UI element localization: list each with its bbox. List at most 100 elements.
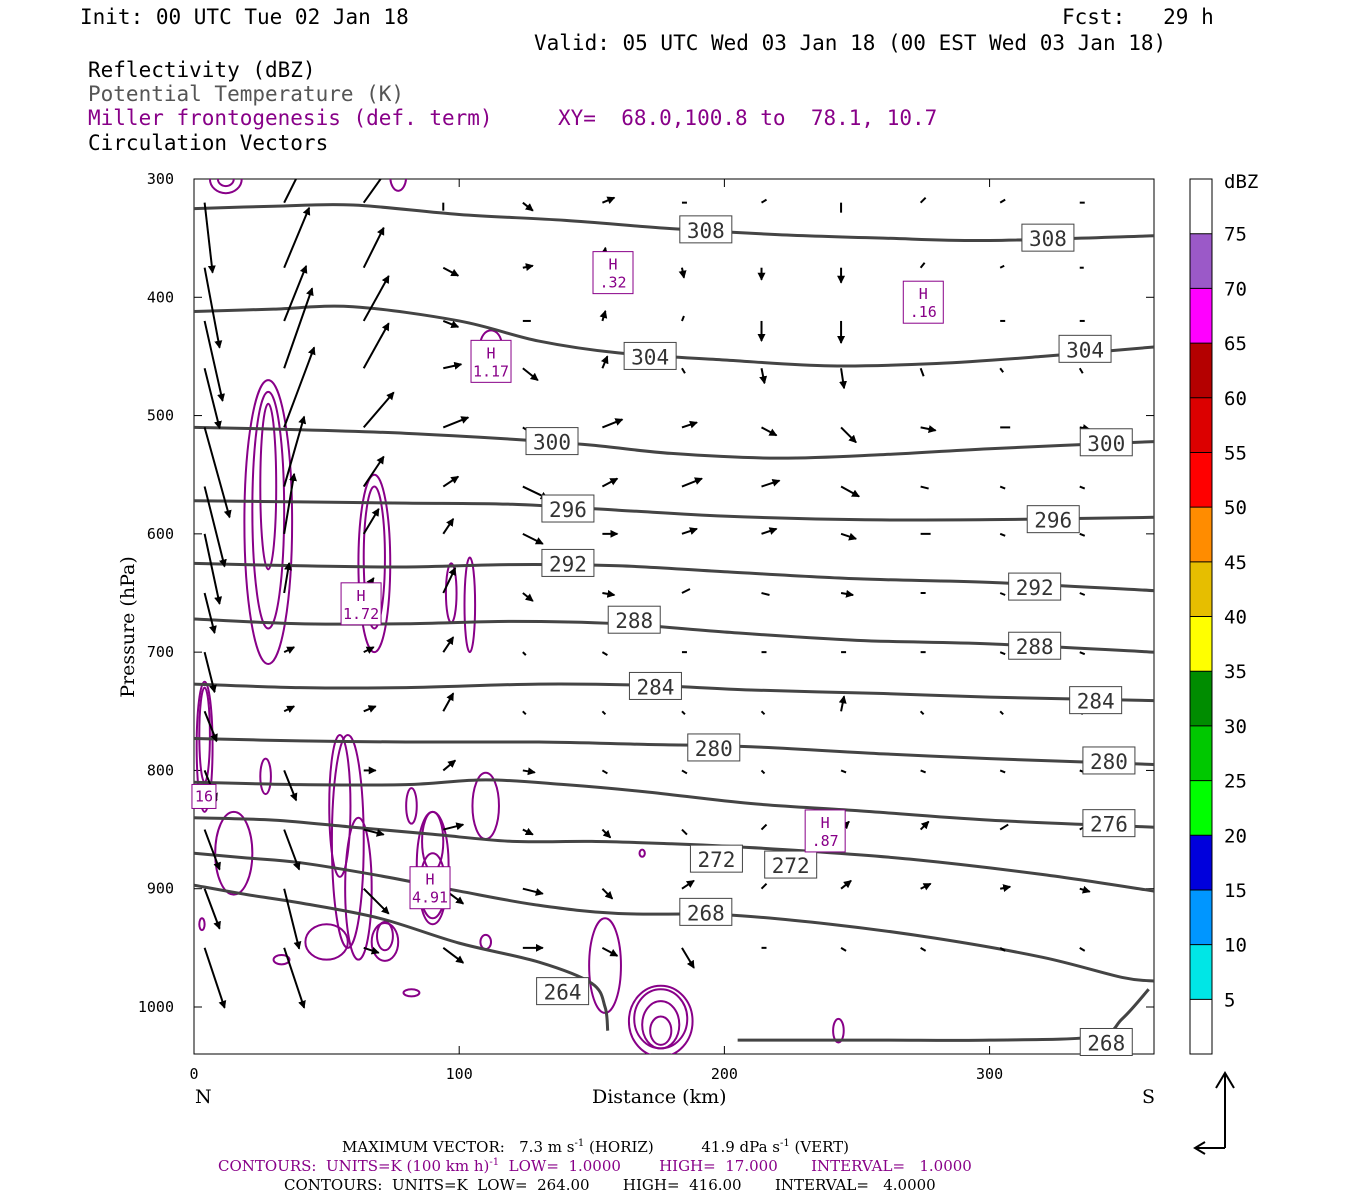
circulation-vector: [283, 646, 296, 654]
theta-label-box: [607, 605, 661, 634]
theta-label-box: [764, 850, 818, 879]
circulation-vector: [442, 518, 455, 535]
circulation-vector: [283, 770, 298, 802]
theta-label-box: [1008, 631, 1062, 660]
theta-label-box: [1058, 334, 1112, 363]
miller-max-box: [191, 783, 217, 809]
circulation-vector: [602, 589, 616, 598]
theta-contour-280: [194, 736, 1154, 767]
circulation-vector: [442, 320, 460, 329]
theta-label-box: [1008, 572, 1062, 601]
circulation-vector: [760, 198, 768, 204]
circulation-vector: [1079, 946, 1086, 952]
theta-label: 276: [1090, 813, 1128, 837]
circulation-vector: [601, 651, 608, 657]
miller-max-value: .32: [599, 274, 626, 292]
miller-contour: [214, 810, 254, 896]
circulation-vector: [999, 651, 1006, 656]
circulation-vector: [442, 759, 457, 772]
circulation-vector: [442, 636, 455, 653]
circulation-vector: [1159, 593, 1164, 595]
circulation-vector: [999, 710, 1004, 715]
circulation-vector: [681, 879, 695, 890]
theta-label: 284: [636, 675, 674, 699]
circulation-vector: [920, 485, 929, 490]
miller-contour: [370, 922, 400, 962]
circulation-vector: [1078, 367, 1084, 374]
circulation-vector: [442, 947, 465, 964]
circulation-vector: [919, 820, 930, 831]
circulation-vector: [362, 322, 390, 369]
miller-contour: [402, 988, 421, 998]
circulation-vector: [601, 888, 614, 900]
miller-contour: [627, 984, 694, 1054]
miller-contour: [198, 686, 211, 784]
dbz-colorbar: 5 10 15 20 25 30 35 40 45 50 55 60 65 70 75 dBZ: [1189, 171, 1258, 1055]
circulation-vector: [601, 477, 619, 488]
miller-contour: [243, 379, 294, 665]
x-axis-north-label: N: [195, 1086, 212, 1108]
circulation-vector: [1079, 485, 1086, 490]
theta-label: 288: [615, 609, 653, 633]
theta-label-box: [1021, 223, 1075, 252]
miller-contour: [198, 917, 206, 932]
init-time: Init: 00 UTC Tue 02 Jan 18: [80, 5, 409, 29]
cross-section-endpoints: XY= 68.0,100.8 to 78.1, 10.7: [558, 106, 938, 130]
circulation-vector: [203, 710, 218, 743]
miller-max-h: H: [608, 256, 617, 274]
theta-label-box: [1079, 428, 1133, 457]
colorbar-segment: [1190, 452, 1212, 508]
circulation-vector: [522, 651, 527, 656]
theta-contour-308: [194, 203, 1154, 243]
colorbar-label: 10: [1224, 935, 1247, 957]
circulation-vector: [681, 588, 691, 594]
y-axis-title: Pressure (hPa): [117, 556, 139, 698]
miller-contour: [330, 733, 365, 949]
colorbar-label: 55: [1224, 442, 1247, 464]
circulation-vector: [522, 887, 544, 896]
circulation-vector: [919, 262, 926, 269]
circulation-vector: [442, 692, 455, 712]
y-tick-label: 1000: [138, 998, 174, 1016]
circulation-vector: [1159, 484, 1164, 487]
circulation-vector: [203, 533, 223, 605]
x-tick-label: 200: [711, 1065, 738, 1083]
circulation-vector: [840, 879, 852, 890]
circulation-vector: [283, 287, 314, 369]
circulation-vector: [999, 367, 1004, 373]
circulation-vector: [919, 710, 925, 715]
reference-vertical-head: [1215, 1071, 1235, 1089]
circulation-vector: [760, 823, 768, 831]
circulation-vectors: [203, 179, 1164, 1009]
miller-contour: [633, 988, 689, 1050]
circulation-vector: [283, 415, 307, 487]
theta-contours: [194, 203, 1154, 1042]
y-tick-label: 700: [147, 643, 174, 661]
circulation-vector: [681, 315, 685, 322]
circulation-vector: [203, 947, 227, 1009]
miller-contour: [641, 1000, 681, 1050]
x-tick-label: 100: [446, 1065, 473, 1083]
circulation-vector: [362, 455, 385, 488]
circulation-vector: [443, 361, 463, 370]
circulation-vector: [1159, 711, 1164, 713]
miller-contour: [415, 810, 450, 920]
circulation-vector: [999, 485, 1006, 490]
miller-max-box: [902, 280, 944, 324]
circulation-vector: [681, 710, 686, 715]
circulation-vector: [681, 367, 686, 374]
miller-contour: [344, 816, 373, 961]
circulation-vector: [522, 201, 534, 212]
miller-contour: [638, 848, 646, 858]
circulation-vector: [363, 888, 390, 915]
circulation-vector: [283, 472, 297, 535]
miller-max-box: [592, 251, 634, 295]
miller-max-h: H: [426, 871, 435, 889]
miller-max-value: 16: [195, 787, 213, 805]
theta-label-box: [628, 671, 682, 700]
y-tick-label: 600: [147, 525, 174, 543]
theta-contour-272: [194, 816, 1154, 893]
colorbar-segment: [1190, 944, 1212, 1000]
theta-label: 296: [549, 498, 587, 522]
